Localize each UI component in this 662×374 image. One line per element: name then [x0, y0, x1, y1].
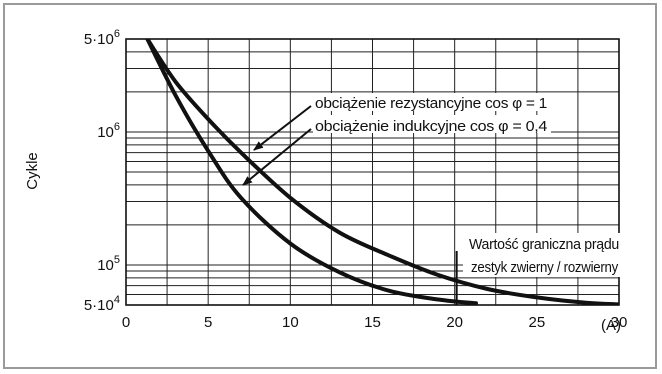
inductive-load-curve [145, 39, 478, 305]
inductive-label-background [313, 115, 551, 133]
x-tick-label: 5 [204, 314, 212, 331]
data-curves [145, 39, 619, 305]
resistive-label-background [313, 93, 551, 111]
x-tick-label: 25 [528, 314, 545, 331]
x-tick-labels: 0 5 10 15 20 25 30 [122, 314, 628, 331]
x-tick-label: 20 [446, 314, 463, 331]
inductive-load-label: obciążenie indukcyjne cos φ = 0,4 [315, 119, 547, 135]
limit-label-line1: Wartość graniczna prądu [469, 237, 619, 253]
x-axis-unit: (A) [601, 317, 621, 334]
x-tick-label: 0 [122, 314, 130, 331]
y-tick-labels: 5·106 106 105 5·104 [84, 28, 120, 314]
resistive-load-curve [145, 39, 619, 305]
inductive-arrow [242, 128, 312, 186]
y-tick-label: 105 [97, 254, 120, 274]
y-tick-label: 5·106 [84, 28, 120, 48]
resistive-arrow [253, 105, 312, 151]
x-tick-label: 15 [364, 314, 381, 331]
limit-label-background [463, 233, 623, 277]
resistive-load-label: obciążenie rezystancyjne cos φ = 1 [315, 96, 547, 112]
y-tick-label: 5·104 [84, 294, 120, 314]
plot-area-border [125, 38, 620, 306]
y-axis-label: Cykle [24, 152, 41, 190]
chart-frame: 0 5 10 15 20 25 30 5·106 106 105 5·104 Cykle (A) … [3, 3, 657, 369]
x-tick-label: 30 [611, 314, 628, 331]
limit-label-line2: zestyk zwierny / rozwierny [471, 260, 619, 276]
y-tick-label: 106 [97, 121, 120, 141]
x-tick-label: 10 [282, 314, 299, 331]
